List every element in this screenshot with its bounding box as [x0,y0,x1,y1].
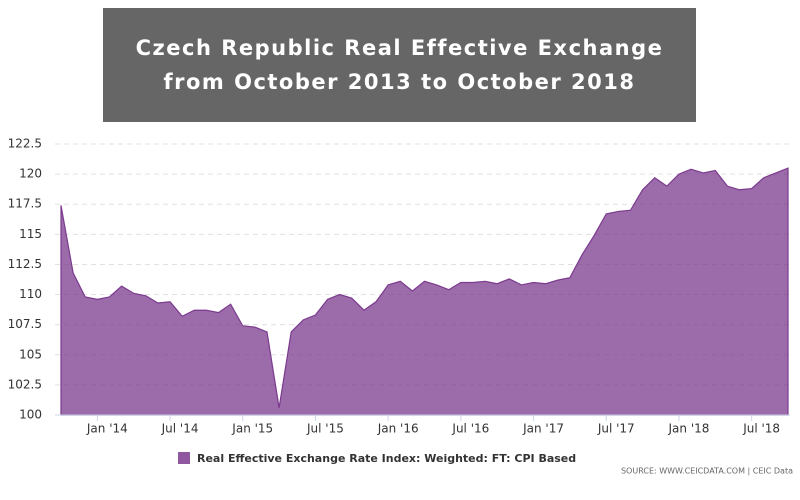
x-tick-label: Jul '17 [597,422,635,436]
source: SOURCE: WWW.CEICDATA.COM | CEIC Data [621,467,793,476]
y-tick-label: 102.5 [8,377,42,391]
x-tick-label: Jan '15 [231,422,273,436]
y-tick-label: 117.5 [8,197,42,211]
area [60,167,789,416]
y-tick-label: 120 [19,167,42,181]
x-tick-label: Jul '18 [742,422,780,436]
x-tick-label: Jul '14 [161,422,199,436]
y-tick-label: 100 [19,408,42,422]
y-tick-label: 105 [19,347,42,361]
x-tick-label: Jul '15 [306,422,344,436]
y-tick-label: 112.5 [8,257,42,271]
legend-label: Real Effective Exchange Rate Index: Weig… [197,452,576,465]
x-tick-label: Jan '18 [668,422,710,436]
y-tick-label: 110 [19,287,42,301]
legend-swatch [178,452,190,464]
x-tick-label: Jan '16 [377,422,419,436]
x-tick-label: Jan '14 [86,422,128,436]
y-tick-label: 122.5 [8,137,42,151]
y-tick-label: 107.5 [8,317,42,331]
chart-title: Czech Republic Real Effective Exchange f… [103,8,696,122]
x-tick-label: Jul '16 [451,422,489,436]
y-tick-label: 115 [19,227,42,241]
x-tick-label: Jan '17 [522,422,564,436]
